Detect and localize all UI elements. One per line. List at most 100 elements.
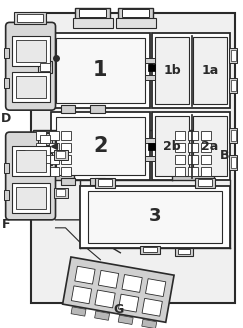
Bar	[16, 76, 45, 98]
Bar	[195, 178, 215, 188]
Bar	[40, 135, 50, 143]
Bar	[119, 294, 139, 312]
Bar	[71, 286, 92, 304]
Bar	[145, 138, 155, 143]
Bar	[16, 40, 45, 62]
Bar	[145, 75, 155, 80]
Bar	[95, 290, 115, 308]
Bar	[198, 179, 212, 186]
Bar	[175, 167, 185, 176]
Bar	[61, 131, 71, 140]
Text: 2: 2	[93, 136, 108, 156]
Bar	[31, 13, 235, 303]
Bar	[16, 187, 45, 209]
Bar	[4, 48, 9, 58]
Bar	[55, 117, 145, 175]
Bar	[143, 247, 157, 252]
Bar	[14, 12, 45, 24]
Bar	[73, 18, 113, 29]
Text: 1: 1	[93, 60, 108, 80]
Text: D: D	[0, 112, 11, 125]
Bar	[61, 143, 71, 152]
Bar	[193, 37, 227, 104]
Bar	[175, 248, 193, 256]
Bar	[142, 319, 157, 328]
Bar	[55, 189, 66, 196]
Bar	[90, 178, 105, 185]
Bar	[55, 151, 66, 158]
Bar	[38, 61, 52, 73]
Bar	[188, 143, 198, 152]
Bar	[61, 178, 76, 185]
Bar	[148, 143, 155, 150]
Bar	[231, 50, 236, 61]
Bar	[35, 155, 45, 164]
Bar	[53, 188, 69, 198]
Bar	[231, 80, 236, 91]
Bar	[4, 163, 9, 173]
Bar	[231, 130, 236, 141]
Bar	[12, 72, 50, 102]
Bar	[175, 155, 185, 164]
Bar	[76, 9, 110, 20]
Bar	[38, 153, 52, 165]
Bar	[118, 315, 133, 324]
Bar	[80, 186, 230, 248]
Bar	[38, 133, 52, 145]
Bar	[71, 307, 86, 316]
Bar	[188, 167, 198, 176]
Bar	[61, 155, 71, 164]
Bar	[152, 33, 230, 108]
Bar	[145, 156, 155, 161]
Bar	[188, 155, 198, 164]
Bar	[51, 33, 150, 108]
Bar	[175, 131, 185, 140]
Bar	[172, 130, 214, 180]
Bar	[155, 116, 189, 176]
Bar	[146, 279, 166, 297]
Bar	[201, 131, 211, 140]
Bar	[61, 105, 76, 113]
Bar	[12, 36, 50, 66]
Bar	[33, 130, 74, 180]
Bar	[175, 143, 185, 152]
Bar	[122, 275, 142, 292]
Bar	[49, 167, 59, 176]
Bar	[122, 10, 149, 17]
Bar	[118, 9, 153, 20]
Bar	[229, 155, 237, 170]
Bar	[90, 105, 105, 113]
Text: 2b: 2b	[163, 139, 181, 153]
Bar	[229, 48, 237, 63]
Bar	[35, 143, 45, 152]
Text: B: B	[220, 149, 230, 161]
Bar	[55, 38, 145, 103]
Bar	[49, 155, 59, 164]
Bar	[53, 150, 69, 160]
Bar	[35, 167, 45, 176]
Text: G: G	[113, 303, 123, 316]
Bar	[140, 246, 160, 254]
Bar	[152, 112, 230, 180]
Bar	[75, 266, 95, 284]
Text: F: F	[1, 218, 10, 231]
Bar	[49, 131, 59, 140]
Bar	[61, 167, 71, 176]
Bar	[201, 167, 211, 176]
Text: 2a: 2a	[201, 139, 219, 153]
Bar	[98, 179, 112, 186]
Bar	[116, 18, 156, 29]
Bar	[155, 37, 189, 104]
Bar	[201, 143, 211, 152]
Bar	[51, 112, 150, 180]
Bar	[63, 257, 174, 322]
Bar	[4, 78, 9, 88]
Bar	[145, 58, 155, 63]
Bar	[193, 116, 227, 176]
Bar	[35, 131, 45, 140]
Bar	[148, 64, 155, 71]
Bar	[98, 270, 119, 288]
Bar	[40, 155, 50, 163]
Bar	[95, 178, 115, 188]
Text: 1b: 1b	[163, 64, 181, 77]
